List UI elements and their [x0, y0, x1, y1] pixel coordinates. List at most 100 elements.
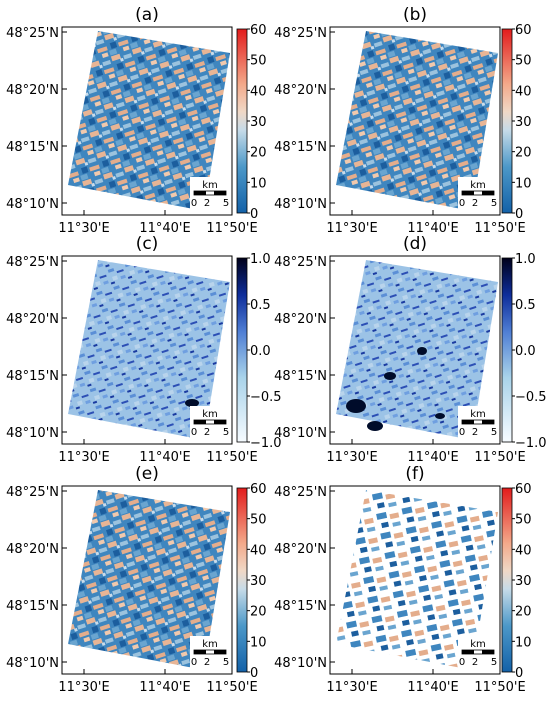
scalebar-segment	[214, 420, 226, 424]
lat-tick-label: 48°25'N	[274, 26, 327, 41]
lon-tick-label: 11°50'E	[206, 450, 257, 465]
lon-tick-label: 11°50'E	[206, 221, 257, 236]
axes-frame	[61, 26, 233, 216]
colorbar-tick-label: 20	[515, 605, 532, 620]
scalebar-tick: 2	[472, 427, 478, 438]
colorbar-tick-label: 50	[515, 513, 532, 528]
lat-tick-label: 48°10'N	[6, 656, 59, 671]
scalebar-segment	[462, 191, 474, 195]
dark-patch	[346, 399, 366, 413]
scalebar-tick: 5	[491, 198, 497, 209]
scalebar-tick: 2	[472, 198, 478, 209]
lat-tick-label: 48°10'N	[6, 197, 59, 212]
panel-label: (f)	[405, 464, 424, 484]
map-panel-e: (e) 48°25'N 48°20'N 48°15'N 48°10'N 11°30'E 11…	[6, 464, 266, 695]
axes-frame	[61, 255, 233, 445]
scalebar-tick: 5	[491, 657, 497, 668]
panel-label: (c)	[136, 234, 159, 254]
dark-patch	[384, 372, 396, 380]
scalebar-tick: 0	[191, 198, 197, 209]
scalebar-tick: 2	[472, 657, 478, 668]
lat-tick-label: 48°15'N	[6, 140, 59, 155]
colorbar-tick-label: −1.0	[250, 436, 282, 451]
colorbar-tick-label: 50	[250, 54, 267, 69]
scalebar-tick: 0	[459, 198, 465, 209]
panel-label: (b)	[403, 5, 427, 25]
lat-tick-label: 48°20'N	[274, 312, 327, 327]
colorbar	[236, 257, 248, 443]
scalebar-tick: 0	[191, 657, 197, 668]
dark-patch	[367, 421, 383, 431]
colorbar-tick-label: 40	[250, 84, 267, 99]
scalebar-tick: 0	[191, 427, 197, 438]
colorbar-tick-label: 30	[515, 574, 532, 589]
raster-swath	[68, 31, 230, 211]
scalebar-tick: 5	[223, 198, 229, 209]
colorbar-tick-label: 60	[515, 482, 532, 497]
lat-tick-label: 48°15'N	[6, 599, 59, 614]
dark-patch	[435, 413, 445, 419]
lat-tick-label: 48°20'N	[6, 542, 59, 557]
colorbar-tick-label: 60	[250, 23, 267, 38]
scalebar-tick: 2	[204, 657, 210, 668]
colorbar-tick-label: 50	[515, 54, 532, 69]
dark-patch	[417, 347, 427, 355]
map-panel-c: (c) 48°25'N 48°20'N 48°15'N 48°10'N 11°30'E 11…	[6, 234, 281, 465]
raster-swath	[336, 31, 498, 211]
colorbar-tick-label: 10	[515, 635, 532, 650]
map-panel-f: (f) 48°25'N 48°20'N 48°15'N 48°10'N 11°30'E 11…	[274, 464, 531, 695]
scalebar-tick: 2	[204, 198, 210, 209]
lon-tick-label: 11°40'E	[407, 450, 458, 465]
lon-tick-label: 11°30'E	[326, 221, 377, 236]
raster-swath	[336, 490, 498, 670]
colorbar-tick-label: 60	[515, 23, 532, 38]
lon-tick-label: 11°40'E	[407, 680, 458, 695]
scalebar-segment	[462, 420, 474, 424]
scalebar-tick: 0	[459, 427, 465, 438]
scalebar-tick: 2	[204, 427, 210, 438]
scalebar-segment	[482, 191, 494, 195]
panel-grid: (a) 48°25'N 48°20'N 48°15'N 48°10'N 11°30'E 11…	[6, 5, 546, 695]
colorbar-tick-label: 60	[250, 482, 267, 497]
colorbar-tick-label: 20	[515, 146, 532, 161]
colorbar-tick-label: 0.0	[250, 344, 271, 359]
colorbar	[236, 487, 248, 673]
lat-tick-label: 48°20'N	[6, 312, 59, 327]
colorbar-tick-label: 0	[250, 207, 258, 222]
scalebar-tick: 0	[459, 657, 465, 668]
scalebar-unit: km	[470, 639, 486, 650]
lon-tick-label: 11°30'E	[326, 680, 377, 695]
colorbar-tick-label: −1.0	[515, 436, 547, 451]
colorbar-tick-label: 0	[250, 666, 258, 681]
scalebar-segment	[214, 191, 226, 195]
lon-tick-label: 11°40'E	[139, 221, 190, 236]
colorbar-tick-label: 40	[515, 84, 532, 99]
colorbar-tick-label: 40	[250, 543, 267, 558]
colorbar-tick-label: 40	[515, 543, 532, 558]
scalebar-segment	[462, 650, 474, 654]
lat-tick-label: 48°15'N	[274, 599, 327, 614]
raster-swath	[68, 490, 230, 670]
colorbar-tick-label: 1.0	[515, 252, 536, 267]
colorbar-tick-label: 20	[250, 605, 267, 620]
colorbar-tick-label: −0.5	[515, 390, 547, 405]
colorbar-tick-label: 30	[250, 115, 267, 130]
lon-tick-label: 11°40'E	[139, 450, 190, 465]
lat-tick-label: 48°10'N	[274, 656, 327, 671]
lon-tick-label: 11°30'E	[58, 221, 109, 236]
axes-frame	[329, 255, 501, 445]
lon-tick-label: 11°40'E	[407, 221, 458, 236]
colorbar-tick-label: 0	[515, 207, 523, 222]
map-panel-d: (d) 48°25'N 48°20'N 48°15'N 48°10'N 11°30'E 11…	[274, 234, 546, 465]
lat-tick-label: 48°25'N	[6, 485, 59, 500]
colorbar	[501, 257, 513, 443]
colorbar-tick-label: 1.0	[250, 252, 271, 267]
lon-tick-label: 11°30'E	[326, 450, 377, 465]
lon-tick-label: 11°40'E	[139, 680, 190, 695]
colorbar-tick-label: 0	[515, 666, 523, 681]
scalebar-unit: km	[202, 639, 218, 650]
colorbar-tick-label: 0.5	[250, 298, 271, 313]
lat-tick-label: 48°10'N	[274, 426, 327, 441]
scalebar-unit: km	[202, 180, 218, 191]
